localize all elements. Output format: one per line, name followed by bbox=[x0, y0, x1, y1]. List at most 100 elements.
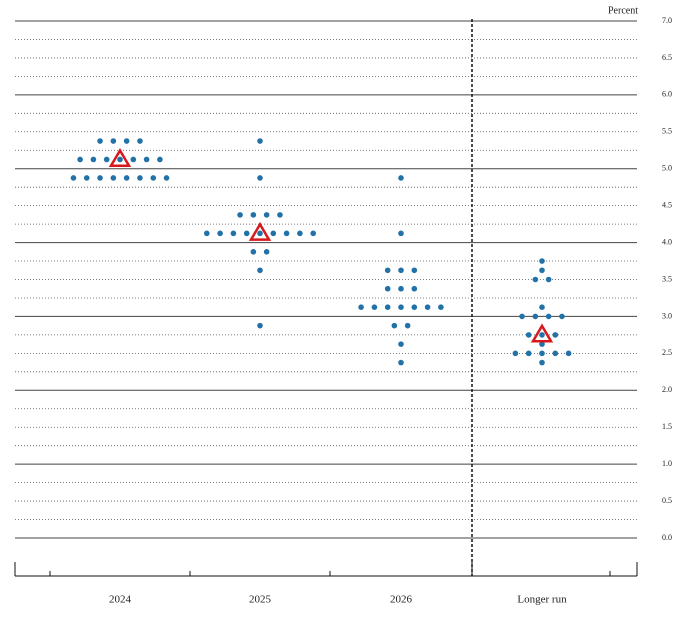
dot bbox=[137, 138, 143, 144]
dot bbox=[257, 138, 263, 144]
dot bbox=[539, 350, 545, 357]
dot bbox=[250, 212, 257, 218]
dot bbox=[539, 267, 545, 274]
dot bbox=[310, 230, 317, 237]
dot bbox=[137, 175, 143, 181]
dot bbox=[519, 313, 525, 320]
dot bbox=[90, 156, 97, 163]
dot bbox=[150, 175, 157, 181]
dot bbox=[103, 156, 110, 163]
dot bbox=[250, 249, 257, 255]
dot bbox=[257, 322, 263, 329]
y-tick-label: 3.0 bbox=[662, 311, 672, 320]
dot bbox=[70, 175, 77, 181]
dot bbox=[411, 285, 418, 292]
y-tick-label: 6.0 bbox=[662, 90, 672, 99]
dot bbox=[512, 350, 519, 357]
y-tick-label: 6.5 bbox=[662, 53, 672, 62]
dot bbox=[297, 230, 303, 237]
median-marker bbox=[108, 148, 132, 168]
dot bbox=[371, 304, 378, 310]
dot bbox=[243, 230, 250, 237]
y-tick-label: 5.0 bbox=[662, 164, 672, 173]
dot bbox=[545, 313, 552, 320]
dot bbox=[283, 230, 290, 237]
dot bbox=[525, 332, 532, 338]
dot bbox=[263, 249, 270, 255]
dot bbox=[123, 138, 130, 144]
dot bbox=[539, 341, 545, 347]
dot bbox=[532, 313, 539, 320]
dot bbox=[77, 156, 83, 163]
dot bbox=[263, 212, 270, 218]
axis-label: Percent bbox=[608, 5, 638, 16]
dot bbox=[559, 313, 565, 320]
dot bbox=[97, 138, 103, 144]
x-tick-label: 2025 bbox=[249, 594, 272, 606]
y-tick-label: 3.5 bbox=[662, 274, 672, 283]
dot bbox=[270, 230, 277, 237]
y-tick-label: 2.5 bbox=[662, 348, 672, 357]
dot bbox=[525, 350, 532, 357]
dot bbox=[97, 175, 103, 181]
dot bbox=[123, 175, 130, 181]
dot bbox=[163, 175, 170, 181]
dot bbox=[398, 267, 404, 274]
dot bbox=[391, 322, 398, 329]
y-tick-label: 0.0 bbox=[662, 533, 672, 542]
dot bbox=[404, 322, 411, 329]
dot bbox=[117, 156, 123, 163]
dot bbox=[398, 230, 404, 237]
dot bbox=[539, 332, 545, 338]
dot bbox=[257, 175, 263, 181]
dot bbox=[539, 258, 545, 264]
dot bbox=[398, 304, 404, 310]
y-tick-label: 2.0 bbox=[662, 385, 672, 394]
dot bbox=[143, 156, 150, 163]
dot bbox=[565, 350, 572, 357]
dot bbox=[230, 230, 237, 237]
dot bbox=[257, 230, 263, 237]
dot bbox=[277, 212, 283, 218]
dot bbox=[130, 156, 137, 163]
y-tick-label: 7.0 bbox=[662, 16, 672, 25]
dot bbox=[398, 175, 404, 181]
dot bbox=[217, 230, 223, 237]
dot bbox=[110, 175, 117, 181]
y-tick-label: 4.0 bbox=[662, 237, 672, 246]
dot bbox=[545, 276, 552, 283]
dot bbox=[539, 359, 545, 366]
dot bbox=[204, 230, 210, 237]
y-tick-label: 1.5 bbox=[662, 422, 672, 431]
y-tick-label: 5.5 bbox=[662, 127, 672, 136]
dot bbox=[237, 212, 243, 218]
dot bbox=[157, 156, 163, 163]
dot bbox=[384, 285, 391, 292]
dot bbox=[83, 175, 90, 181]
y-tick-label: 4.5 bbox=[662, 200, 672, 209]
dot bbox=[552, 350, 559, 357]
dot bbox=[384, 267, 391, 274]
dot bbox=[257, 267, 263, 274]
dot bbox=[384, 304, 391, 310]
x-tick-label: Longer run bbox=[517, 594, 567, 606]
dot bbox=[398, 341, 404, 347]
x-tick-label: 2024 bbox=[109, 594, 132, 606]
x-tick-label: 2026 bbox=[390, 594, 413, 606]
dot bbox=[438, 304, 444, 310]
dot bbox=[411, 267, 418, 274]
y-tick-label: 1.0 bbox=[662, 459, 672, 468]
dot bbox=[398, 359, 404, 366]
median-marker bbox=[248, 221, 272, 241]
dot bbox=[424, 304, 431, 310]
dot bbox=[358, 304, 364, 310]
dot bbox=[552, 332, 559, 338]
dot bbox=[539, 304, 545, 310]
y-tick-label: 0.5 bbox=[662, 496, 672, 505]
dot bbox=[411, 304, 418, 310]
dot bbox=[398, 285, 404, 292]
dot bbox=[110, 138, 117, 144]
dot bbox=[532, 276, 539, 283]
median-marker bbox=[530, 323, 554, 343]
